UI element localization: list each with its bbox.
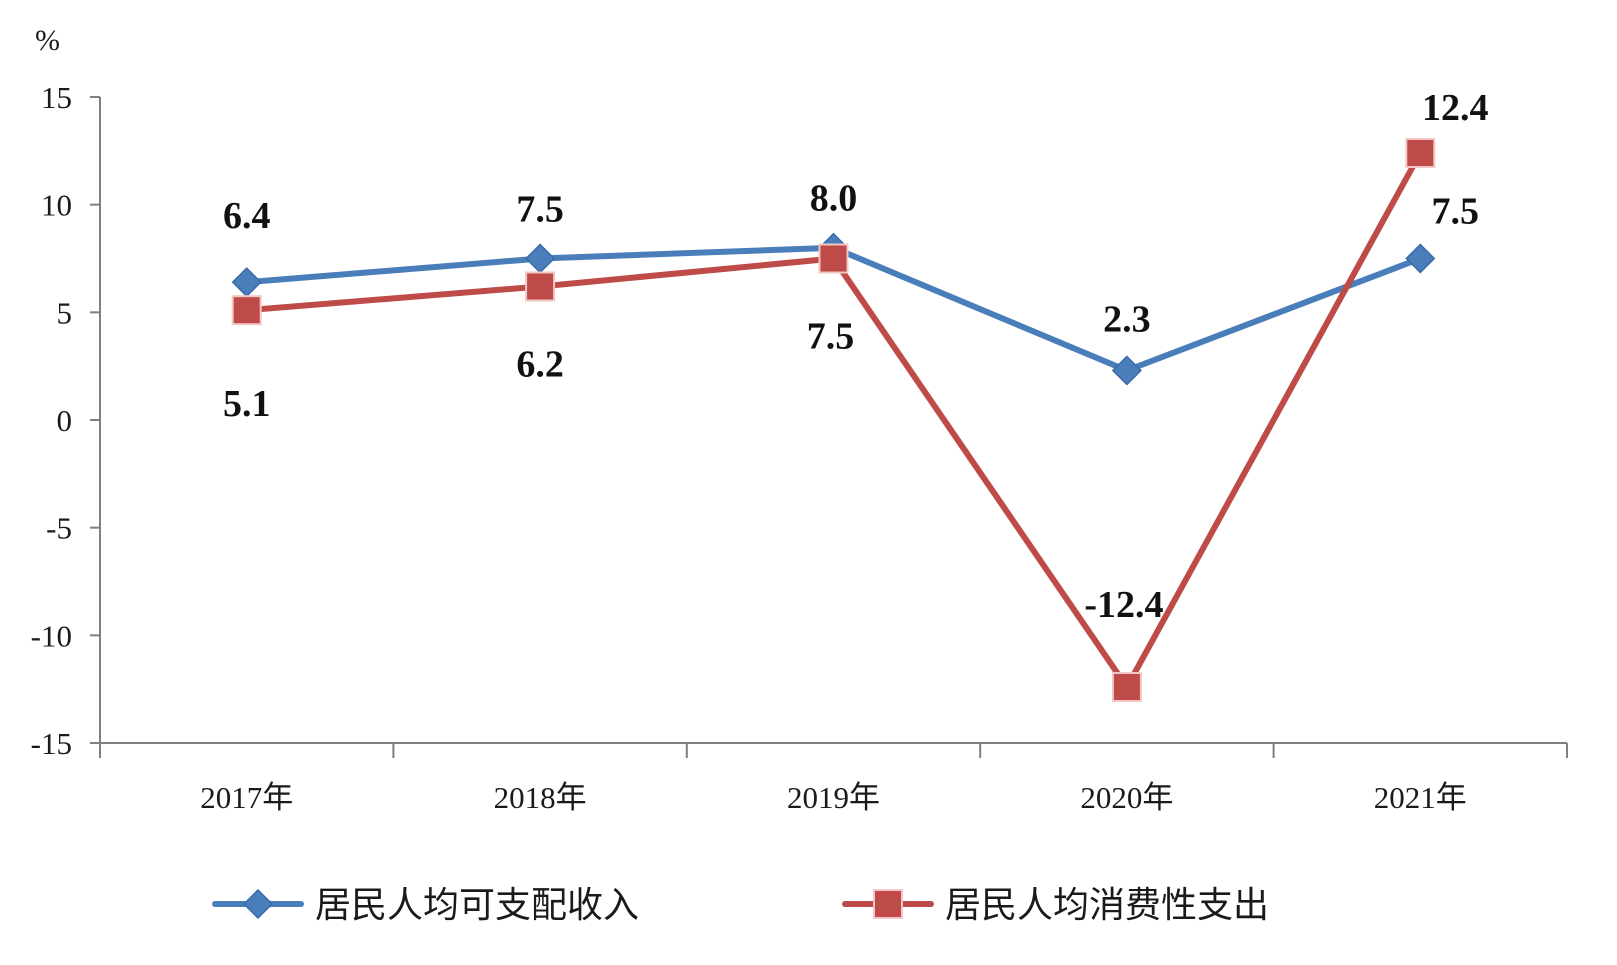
income-data-point bbox=[231, 267, 262, 298]
legend-income-label: 居民人均可支配收入 bbox=[315, 885, 639, 926]
y-tick-label: 10 bbox=[41, 188, 72, 223]
x-tick-label: 2020年 bbox=[1080, 780, 1173, 815]
x-tick-label: 2019年 bbox=[787, 780, 880, 815]
income-data-point bbox=[525, 243, 556, 274]
y-tick-label: 0 bbox=[57, 403, 73, 438]
y-tick-label: -5 bbox=[46, 511, 72, 546]
y-tick-label: -10 bbox=[31, 618, 72, 653]
expenditure-data-label: 12.4 bbox=[1422, 87, 1489, 129]
x-tick-label: 2018年 bbox=[494, 780, 587, 815]
income-data-label: 7.5 bbox=[516, 189, 564, 231]
y-tick-label: 15 bbox=[41, 80, 72, 115]
x-tick-label: 2021年 bbox=[1374, 780, 1467, 815]
legend-expenditure-label: 居民人均消费性支出 bbox=[945, 885, 1269, 926]
y-tick-label: 5 bbox=[57, 295, 73, 330]
expenditure-data-point bbox=[231, 295, 262, 326]
y-axis-ticks: 15 10 5 0 -5 -10 -15 bbox=[31, 80, 100, 761]
data-labels: 6.4 7.5 8.0 2.3 7.5 5.1 6.2 7.5 -12.4 12.4 bbox=[223, 87, 1489, 626]
expenditure-data-point bbox=[1111, 672, 1142, 703]
legend-diamond-icon bbox=[242, 888, 274, 920]
expenditure-data-label: 6.2 bbox=[516, 343, 564, 385]
expenditure-data-point bbox=[818, 243, 849, 274]
y-axis-unit-label: % bbox=[35, 24, 60, 57]
income-data-point bbox=[1405, 243, 1436, 274]
x-tick-label: 2017年 bbox=[200, 780, 293, 815]
expenditure-data-label: 7.5 bbox=[807, 316, 855, 358]
income-data-point bbox=[1111, 355, 1142, 386]
expenditure-data-point bbox=[1405, 137, 1436, 168]
legend-square-icon bbox=[873, 889, 903, 919]
axes bbox=[99, 97, 1567, 758]
income-data-label: 8.0 bbox=[810, 178, 858, 220]
y-tick-label: -15 bbox=[31, 726, 72, 761]
expenditure-data-label: 5.1 bbox=[223, 383, 271, 425]
expenditure-data-point bbox=[525, 271, 556, 302]
series-markers bbox=[231, 137, 1436, 703]
income-data-label: 6.4 bbox=[223, 195, 271, 237]
legend: 居民人均可支配收入 居民人均消费性支出 bbox=[212, 885, 1269, 926]
expenditure-data-label: -12.4 bbox=[1084, 584, 1163, 626]
income-data-label: 2.3 bbox=[1103, 298, 1151, 340]
x-axis-ticks: 2017年 2018年 2019年 2020年 2021年 bbox=[99, 743, 1568, 815]
income-data-label: 7.5 bbox=[1432, 191, 1480, 233]
